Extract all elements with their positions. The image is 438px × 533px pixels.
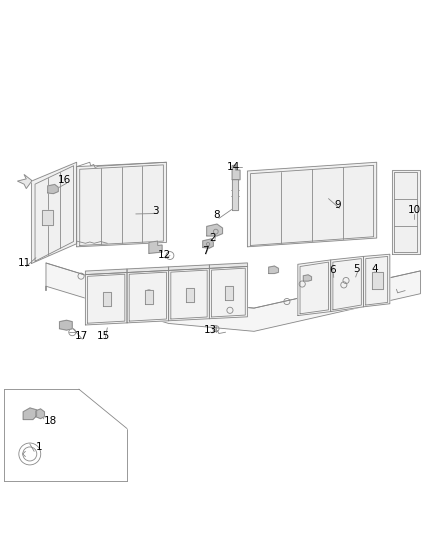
Polygon shape [18, 174, 32, 189]
Text: 14: 14 [227, 161, 240, 172]
Polygon shape [46, 263, 420, 332]
Polygon shape [247, 162, 377, 247]
Text: 15: 15 [97, 330, 110, 341]
Text: 18: 18 [44, 416, 57, 426]
Polygon shape [203, 239, 213, 248]
Polygon shape [225, 286, 233, 300]
Polygon shape [209, 263, 247, 268]
Text: 4: 4 [371, 264, 378, 273]
Text: 13: 13 [204, 325, 217, 335]
Text: 11: 11 [18, 258, 31, 268]
Polygon shape [85, 272, 127, 325]
Polygon shape [48, 184, 58, 193]
Polygon shape [331, 256, 364, 312]
Polygon shape [60, 320, 72, 330]
Polygon shape [303, 275, 311, 281]
Polygon shape [149, 241, 162, 253]
Polygon shape [103, 292, 111, 306]
Polygon shape [364, 254, 390, 307]
Text: 10: 10 [407, 205, 420, 215]
Polygon shape [392, 170, 420, 254]
Text: 2: 2 [209, 233, 216, 243]
Text: 3: 3 [152, 206, 159, 216]
Polygon shape [372, 272, 383, 289]
Polygon shape [32, 162, 77, 263]
Polygon shape [232, 165, 240, 180]
Polygon shape [169, 265, 209, 270]
Polygon shape [207, 224, 223, 236]
Polygon shape [36, 409, 44, 418]
Text: 12: 12 [158, 249, 171, 260]
Polygon shape [85, 269, 127, 274]
Polygon shape [42, 210, 53, 225]
Polygon shape [209, 266, 247, 319]
Polygon shape [298, 260, 331, 316]
Text: 8: 8 [213, 210, 220, 220]
Polygon shape [232, 179, 238, 209]
Polygon shape [127, 270, 169, 323]
Text: 6: 6 [329, 265, 336, 275]
Polygon shape [169, 268, 209, 321]
Text: 17: 17 [74, 331, 88, 341]
Text: 16: 16 [58, 175, 71, 185]
Text: 7: 7 [201, 246, 208, 256]
Polygon shape [127, 267, 169, 272]
Text: 9: 9 [334, 200, 341, 210]
Polygon shape [23, 408, 37, 419]
Polygon shape [186, 288, 194, 302]
Polygon shape [77, 162, 166, 247]
Polygon shape [145, 289, 152, 304]
Text: 5: 5 [353, 264, 360, 273]
Text: 1: 1 [36, 442, 43, 453]
Polygon shape [269, 266, 279, 273]
